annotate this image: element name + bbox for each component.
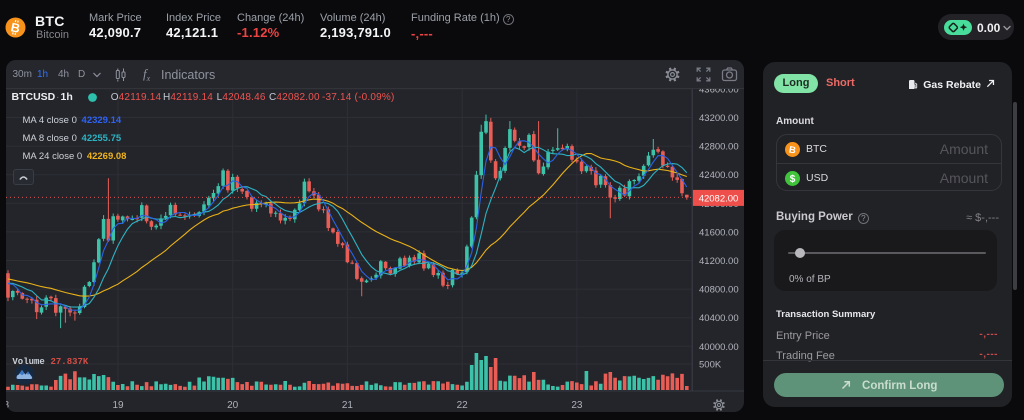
svg-text:18: 18 bbox=[6, 400, 9, 411]
svg-text:43600.00: 43600.00 bbox=[699, 84, 739, 95]
svg-text:19: 19 bbox=[112, 400, 124, 411]
svg-text:41600.00: 41600.00 bbox=[699, 227, 739, 238]
svg-text:43200.00: 43200.00 bbox=[699, 113, 739, 124]
svg-text:21: 21 bbox=[342, 400, 354, 411]
svg-text:41200.00: 41200.00 bbox=[699, 256, 739, 267]
svg-text:42400.00: 42400.00 bbox=[699, 170, 739, 181]
svg-text:42082.00: 42082.00 bbox=[699, 193, 739, 204]
svg-text:40400.00: 40400.00 bbox=[699, 313, 739, 324]
svg-text:40000.00: 40000.00 bbox=[699, 342, 739, 353]
svg-text:42800.00: 42800.00 bbox=[699, 142, 739, 153]
svg-text:500K: 500K bbox=[699, 360, 722, 371]
svg-text:40800.00: 40800.00 bbox=[699, 285, 739, 296]
svg-text:23: 23 bbox=[571, 400, 583, 411]
svg-text:$: $ bbox=[790, 174, 796, 185]
svg-text:20: 20 bbox=[227, 400, 239, 411]
svg-text:22: 22 bbox=[457, 400, 469, 411]
svg-text:B: B bbox=[788, 144, 797, 156]
svg-text:B: B bbox=[10, 20, 22, 36]
